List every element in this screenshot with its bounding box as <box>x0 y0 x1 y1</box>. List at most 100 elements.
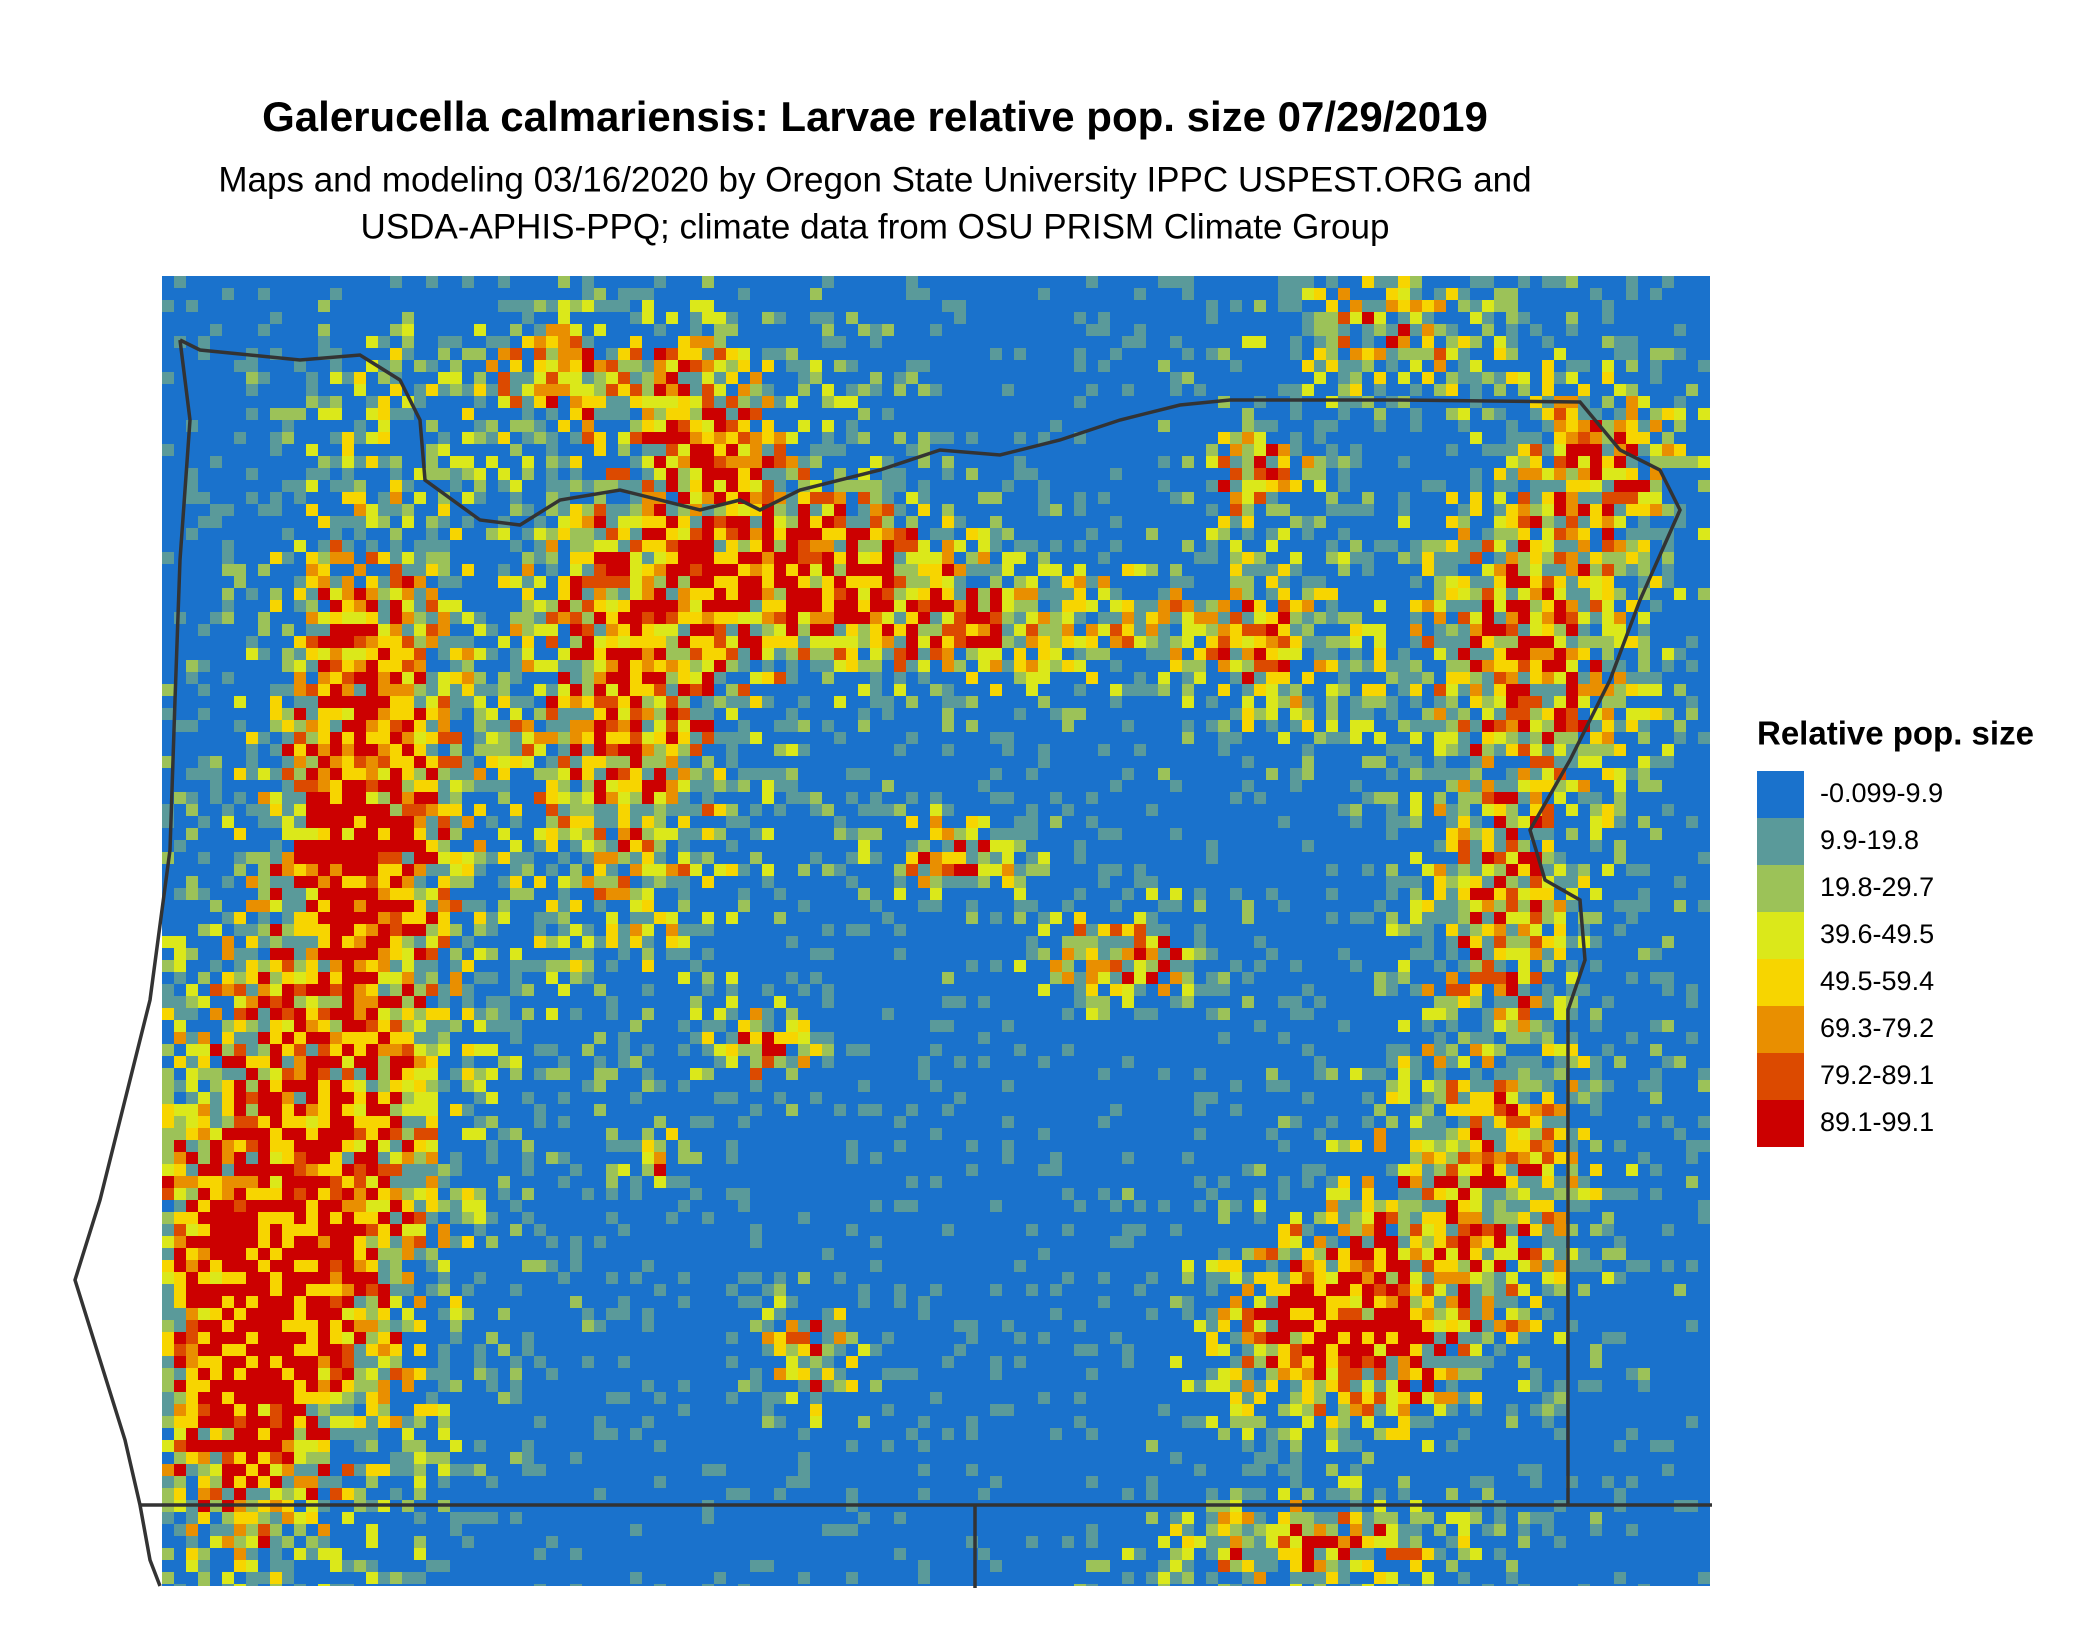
raster-cell <box>1386 540 1398 552</box>
raster-cell <box>1614 492 1626 504</box>
raster-cell <box>1326 360 1338 372</box>
raster-cell <box>1206 840 1218 852</box>
raster-cell <box>630 420 642 432</box>
raster-cell <box>642 288 654 300</box>
raster-cell <box>474 624 486 636</box>
raster-cell <box>1302 756 1314 768</box>
raster-cell <box>882 540 894 552</box>
raster-cell <box>678 708 690 720</box>
raster-cell <box>1566 588 1578 600</box>
raster-cell <box>1218 648 1230 660</box>
raster-cell <box>1146 648 1158 660</box>
raster-cell <box>426 924 438 936</box>
raster-cell <box>1314 1056 1326 1068</box>
raster-cell <box>738 612 750 624</box>
raster-cell <box>606 852 618 864</box>
raster-cell <box>762 360 774 372</box>
raster-cell <box>1530 504 1542 516</box>
raster-cell <box>1314 648 1326 660</box>
raster-cell <box>570 552 582 564</box>
raster-cell <box>1602 312 1614 324</box>
raster-cell <box>870 540 882 552</box>
raster-cell <box>1122 924 1134 936</box>
raster-cell <box>1494 744 1506 756</box>
raster-cell <box>810 312 822 324</box>
raster-cell <box>1026 600 1038 612</box>
raster-cell <box>1014 612 1026 624</box>
raster-cell <box>162 708 174 720</box>
raster-cell <box>1398 372 1410 384</box>
raster-cell <box>1386 828 1398 840</box>
raster-cell <box>666 540 678 552</box>
raster-cell <box>618 804 630 816</box>
raster-cell <box>1446 516 1458 528</box>
raster-cell <box>606 840 618 852</box>
raster-cell <box>1482 912 1494 924</box>
raster-cell <box>1458 648 1470 660</box>
raster-cell <box>390 624 402 636</box>
raster-cell <box>306 600 318 612</box>
raster-cell <box>414 828 426 840</box>
raster-cell <box>342 624 354 636</box>
raster-cell <box>1290 288 1302 300</box>
raster-cell <box>462 1008 474 1020</box>
raster-cell <box>318 804 330 816</box>
raster-cell <box>1578 1188 1590 1200</box>
raster-cell <box>1230 612 1242 624</box>
raster-cell <box>1482 744 1494 756</box>
raster-cell <box>1590 816 1602 828</box>
raster-cell <box>1566 312 1578 324</box>
raster-cell <box>1446 732 1458 744</box>
raster-cell <box>1002 384 1014 396</box>
raster-cell <box>474 1188 486 1200</box>
raster-cell <box>1566 492 1578 504</box>
raster-cell <box>1086 384 1098 396</box>
raster-cell <box>1170 336 1182 348</box>
raster-cell <box>306 564 318 576</box>
raster-cell <box>1590 888 1602 900</box>
raster-cell <box>1278 300 1290 312</box>
raster-cell <box>570 372 582 384</box>
raster-cell <box>1470 372 1482 384</box>
raster-cell <box>1470 588 1482 600</box>
raster-cell <box>258 612 270 624</box>
raster-cell <box>882 696 894 708</box>
raster-cell <box>582 336 594 348</box>
raster-cell <box>1590 756 1602 768</box>
raster-cell <box>786 1032 798 1044</box>
raster-cell <box>306 1188 318 1200</box>
raster-cell <box>1314 456 1326 468</box>
raster-cell <box>798 696 810 708</box>
raster-cell <box>354 1044 366 1056</box>
raster-cell <box>438 720 450 732</box>
raster-cell <box>246 1164 258 1176</box>
raster-cell <box>978 780 990 792</box>
raster-cell <box>1218 456 1230 468</box>
raster-cell <box>918 636 930 648</box>
raster-cell <box>654 1116 666 1128</box>
raster-cell <box>1362 552 1374 564</box>
raster-cell <box>654 768 666 780</box>
raster-cell <box>1566 480 1578 492</box>
raster-cell <box>330 576 342 588</box>
raster-cell <box>786 516 798 528</box>
raster-cell <box>414 780 426 792</box>
raster-cell <box>1518 612 1530 624</box>
raster-cell <box>426 516 438 528</box>
raster-cell <box>330 1056 342 1068</box>
raster-cell <box>570 588 582 600</box>
raster-cell <box>1218 1008 1230 1020</box>
raster-cell <box>330 744 342 756</box>
raster-cell <box>822 276 834 288</box>
raster-cell <box>942 468 954 480</box>
raster-cell <box>390 684 402 696</box>
raster-cell <box>1434 684 1446 696</box>
raster-cell <box>1086 600 1098 612</box>
raster-cell <box>1446 348 1458 360</box>
raster-cell <box>270 852 282 864</box>
raster-cell <box>390 972 402 984</box>
raster-cell <box>690 804 702 816</box>
raster-cell <box>354 660 366 672</box>
raster-cell <box>774 600 786 612</box>
raster-cell <box>1638 732 1650 744</box>
